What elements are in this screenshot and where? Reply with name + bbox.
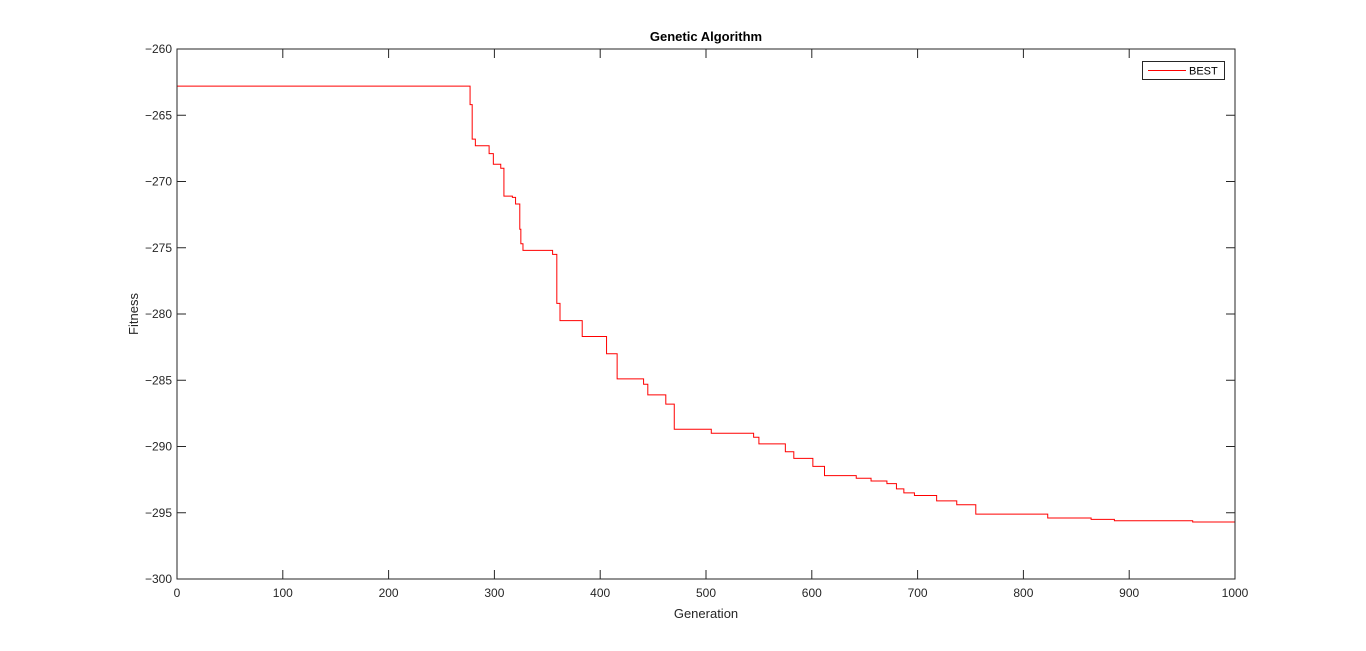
y-tick-label: −280	[145, 307, 172, 321]
y-tick-label: −270	[145, 175, 172, 189]
x-tick-label: 900	[1119, 586, 1139, 600]
y-tick-label: −290	[145, 440, 172, 454]
series-line-best	[177, 85, 1235, 523]
y-tick-label: −275	[145, 241, 172, 255]
x-tick-label: 400	[590, 586, 610, 600]
chart-title: Genetic Algorithm	[650, 29, 762, 44]
y-tick-label: −260	[145, 42, 172, 56]
x-axis-label: Generation	[674, 606, 738, 621]
legend: BEST	[1142, 61, 1225, 80]
y-axis-label: Fitness	[126, 293, 141, 335]
x-tick-label: 300	[484, 586, 504, 600]
x-tick-label: 100	[273, 586, 293, 600]
x-tick-label: 1000	[1222, 586, 1249, 600]
y-tick-label: −285	[145, 373, 172, 387]
y-tick-label: −300	[145, 572, 172, 586]
x-tick-label: 600	[802, 586, 822, 600]
plot-area	[177, 49, 1235, 579]
x-tick-label: 200	[379, 586, 399, 600]
x-tick-label: 800	[1013, 586, 1033, 600]
series-layer	[177, 85, 1235, 523]
x-tick-label: 700	[908, 586, 928, 600]
x-tick-label: 0	[174, 586, 181, 600]
y-tick-label: −265	[145, 108, 172, 122]
y-tick-label: −295	[145, 506, 172, 520]
legend-label-best: BEST	[1189, 66, 1218, 78]
axes-layer: 0 100 200 300 400 500 600 700 800 900 1000 −260 −265…	[145, 42, 1249, 600]
x-tick-label: 500	[696, 586, 716, 600]
